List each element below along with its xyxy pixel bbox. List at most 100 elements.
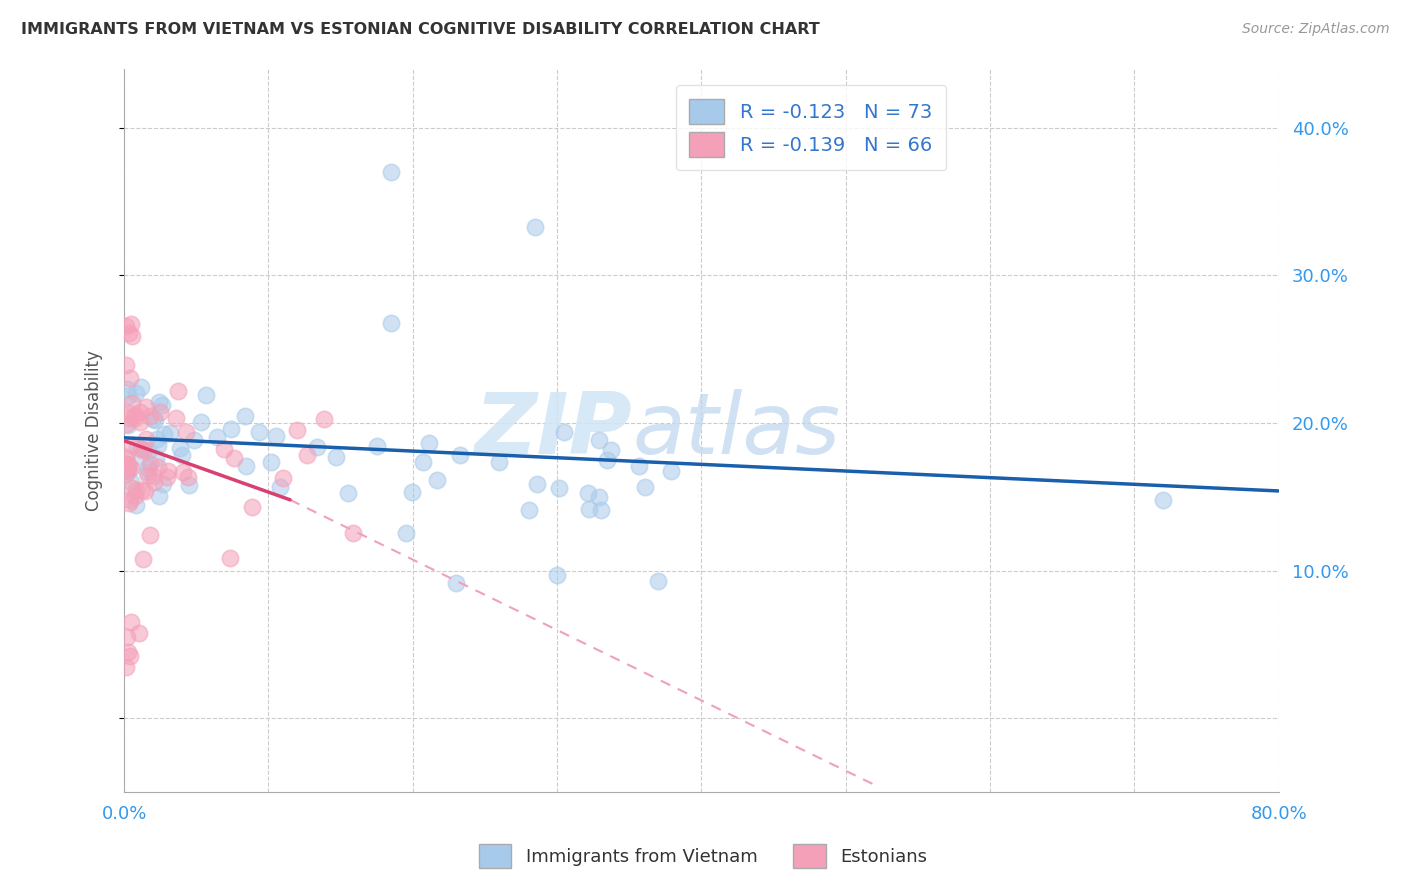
Point bbox=[170, 448, 193, 462]
Point bbox=[159, 426, 181, 441]
Point bbox=[576, 486, 599, 500]
Point bbox=[121, 396, 143, 410]
Point bbox=[149, 405, 172, 419]
Point bbox=[135, 401, 157, 415]
Point bbox=[124, 411, 146, 425]
Point bbox=[118, 649, 141, 664]
Point bbox=[114, 659, 136, 673]
Point bbox=[588, 434, 610, 448]
Point bbox=[172, 465, 194, 479]
Point bbox=[143, 475, 166, 489]
Point bbox=[114, 417, 136, 431]
Point bbox=[444, 575, 467, 590]
Point bbox=[129, 405, 152, 419]
Point bbox=[124, 489, 146, 503]
Point bbox=[177, 469, 200, 483]
Point bbox=[114, 451, 136, 466]
Point bbox=[114, 450, 136, 465]
Point bbox=[177, 478, 200, 492]
Text: Source: ZipAtlas.com: Source: ZipAtlas.com bbox=[1241, 22, 1389, 37]
Point bbox=[136, 465, 159, 479]
Point bbox=[142, 412, 165, 426]
Point bbox=[190, 415, 212, 429]
Point bbox=[148, 437, 170, 451]
Point bbox=[366, 440, 388, 454]
Point bbox=[148, 489, 170, 503]
Point bbox=[269, 480, 291, 494]
Point bbox=[121, 329, 143, 343]
Point bbox=[145, 451, 167, 466]
Point bbox=[233, 409, 256, 424]
Point bbox=[395, 526, 418, 541]
Point bbox=[117, 418, 139, 433]
Point bbox=[124, 408, 146, 422]
Point bbox=[118, 493, 141, 508]
Point bbox=[139, 457, 162, 471]
Point bbox=[314, 412, 336, 426]
Point bbox=[546, 568, 568, 582]
Point bbox=[129, 449, 152, 463]
Point bbox=[517, 503, 540, 517]
Point bbox=[148, 395, 170, 409]
Point bbox=[195, 388, 218, 402]
Point bbox=[169, 442, 191, 456]
Point bbox=[305, 441, 328, 455]
Point bbox=[138, 444, 160, 458]
Point bbox=[224, 450, 246, 465]
Point bbox=[183, 434, 205, 448]
Point bbox=[152, 476, 174, 491]
Point bbox=[114, 457, 136, 471]
Point bbox=[117, 464, 139, 478]
Point bbox=[218, 551, 240, 566]
Point bbox=[627, 458, 650, 473]
Point bbox=[146, 432, 169, 446]
Point bbox=[325, 450, 347, 464]
Point bbox=[135, 432, 157, 446]
Point bbox=[127, 440, 149, 454]
Point bbox=[235, 458, 257, 473]
Point bbox=[117, 645, 139, 659]
Point bbox=[337, 486, 360, 500]
Point bbox=[647, 574, 669, 588]
Point bbox=[120, 475, 142, 489]
Point bbox=[118, 406, 141, 420]
Point bbox=[125, 499, 148, 513]
Point bbox=[128, 625, 150, 640]
Point bbox=[578, 501, 600, 516]
Point bbox=[596, 453, 619, 467]
Point bbox=[247, 425, 270, 439]
Legend: R = -0.123   N = 73, R = -0.139   N = 66: R = -0.123 N = 73, R = -0.139 N = 66 bbox=[676, 86, 946, 170]
Point bbox=[118, 460, 141, 475]
Point bbox=[115, 382, 138, 396]
Point bbox=[121, 481, 143, 495]
Point bbox=[120, 461, 142, 475]
Point bbox=[125, 483, 148, 497]
Point bbox=[153, 427, 176, 442]
Legend: Immigrants from Vietnam, Estonians: Immigrants from Vietnam, Estonians bbox=[468, 834, 938, 879]
Point bbox=[118, 496, 141, 510]
Point bbox=[165, 411, 187, 425]
Point bbox=[240, 500, 263, 514]
Point bbox=[131, 552, 153, 566]
Text: ZIP: ZIP bbox=[475, 389, 633, 472]
Point bbox=[285, 423, 308, 437]
Point bbox=[139, 409, 162, 424]
Point bbox=[156, 464, 179, 478]
Point bbox=[121, 438, 143, 452]
Point bbox=[449, 448, 471, 462]
Point bbox=[129, 415, 152, 429]
Point bbox=[659, 464, 682, 478]
Point bbox=[114, 457, 136, 471]
Point bbox=[297, 448, 319, 462]
Text: IMMIGRANTS FROM VIETNAM VS ESTONIAN COGNITIVE DISABILITY CORRELATION CHART: IMMIGRANTS FROM VIETNAM VS ESTONIAN COGN… bbox=[21, 22, 820, 37]
Point bbox=[142, 469, 165, 483]
Point bbox=[129, 380, 152, 394]
Y-axis label: Cognitive Disability: Cognitive Disability bbox=[86, 350, 103, 511]
Point bbox=[131, 442, 153, 456]
Point bbox=[167, 384, 190, 398]
Point bbox=[134, 483, 156, 498]
Point bbox=[547, 481, 569, 495]
Point bbox=[418, 436, 440, 450]
Point bbox=[380, 316, 402, 330]
Point bbox=[114, 467, 136, 481]
